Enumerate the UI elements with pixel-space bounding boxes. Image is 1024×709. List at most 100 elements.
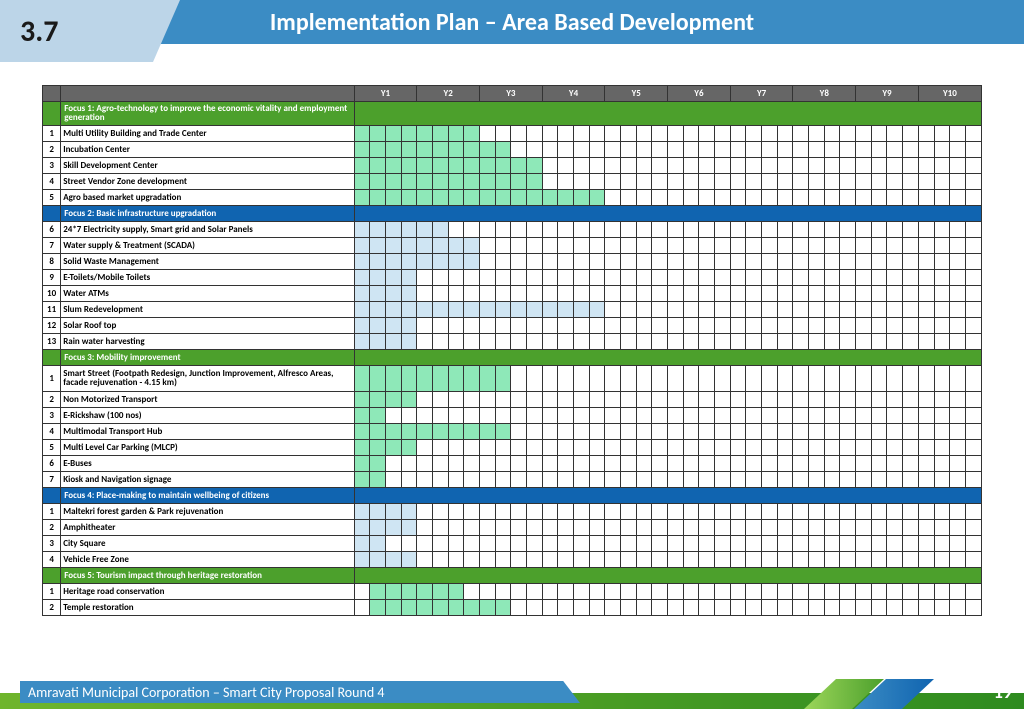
gantt-cell [652, 285, 668, 301]
gantt-cell [464, 439, 480, 455]
gantt-cell [495, 599, 511, 615]
gantt-cell [918, 173, 934, 189]
gantt-cell [934, 237, 950, 253]
gantt-cell [433, 599, 449, 615]
gantt-cell [965, 221, 981, 237]
gantt-cell [809, 317, 825, 333]
gantt-cell [589, 221, 605, 237]
gantt-cell [746, 141, 762, 157]
gantt-cell [652, 583, 668, 599]
gantt-cell [840, 173, 856, 189]
gantt-cell [652, 221, 668, 237]
gantt-cell [574, 455, 590, 471]
gantt-cell [950, 221, 966, 237]
gantt-cell [433, 189, 449, 205]
gantt-cell [762, 189, 778, 205]
task-row: 624*7 Electricity supply, Smart grid and… [43, 221, 982, 237]
gantt-cell [417, 173, 433, 189]
gantt-cell [385, 317, 401, 333]
gantt-cell [558, 503, 574, 519]
gantt-cell [589, 237, 605, 253]
gantt-cell [495, 173, 511, 189]
gantt-cell [824, 391, 840, 407]
gantt-cell [605, 237, 621, 253]
gantt-cell [527, 189, 543, 205]
gantt-cell [417, 141, 433, 157]
task-number: 7 [43, 471, 61, 487]
task-row: 4Vehicle Free Zone [43, 551, 982, 567]
gantt-cell [762, 221, 778, 237]
gantt-cell [856, 551, 872, 567]
gantt-cell [950, 301, 966, 317]
task-row: 1Maltekri forest garden & Park rejuvenat… [43, 503, 982, 519]
gantt-cell [636, 535, 652, 551]
gantt-cell [777, 455, 793, 471]
gantt-cell [840, 439, 856, 455]
gantt-cell [683, 221, 699, 237]
gantt-cell [965, 285, 981, 301]
gantt-cell [401, 173, 417, 189]
task-row: 6E-Buses [43, 455, 982, 471]
gantt-cell [370, 439, 386, 455]
gantt-cell [856, 221, 872, 237]
gantt-cell [824, 471, 840, 487]
gantt-cell [542, 125, 558, 141]
gantt-cell [558, 519, 574, 535]
gantt-cell [401, 471, 417, 487]
gantt-cell [495, 141, 511, 157]
gantt-cell [887, 301, 903, 317]
gantt-cell [636, 503, 652, 519]
gantt-cell [589, 519, 605, 535]
gantt-cell [965, 519, 981, 535]
gantt-cell [793, 471, 809, 487]
gantt-cell [809, 365, 825, 391]
gantt-cell [950, 439, 966, 455]
gantt-cell [448, 535, 464, 551]
gantt-cell [574, 189, 590, 205]
gantt-cell [385, 269, 401, 285]
gantt-cell [370, 125, 386, 141]
gantt-cell [589, 535, 605, 551]
gantt-cell [480, 407, 496, 423]
gantt-cell [480, 583, 496, 599]
gantt-cell [668, 317, 684, 333]
gantt-cell [668, 269, 684, 285]
gantt-cell [730, 535, 746, 551]
gantt-cell [746, 503, 762, 519]
gantt-cell [965, 503, 981, 519]
gantt-cell [887, 365, 903, 391]
gantt-cell [417, 471, 433, 487]
gantt-cell [793, 503, 809, 519]
gantt-cell [527, 333, 543, 349]
gantt-cell [762, 439, 778, 455]
gantt-cell [621, 439, 637, 455]
gantt-cell [934, 285, 950, 301]
gantt-cell [793, 455, 809, 471]
gantt-cell [464, 157, 480, 173]
gantt-cell [793, 237, 809, 253]
gantt-cell [903, 407, 919, 423]
gantt-cell [809, 423, 825, 439]
gantt-cell [746, 333, 762, 349]
gantt-cell [621, 391, 637, 407]
gantt-cell [636, 455, 652, 471]
gantt-cell [903, 599, 919, 615]
gantt-cell [746, 407, 762, 423]
gantt-cell [558, 333, 574, 349]
gantt-cell [464, 423, 480, 439]
task-row: 5Multi Level Car Parking (MLCP) [43, 439, 982, 455]
gantt-cell [730, 407, 746, 423]
gantt-cell [699, 221, 715, 237]
gantt-cell [715, 391, 731, 407]
gantt-cell [511, 157, 527, 173]
gantt-cell [840, 423, 856, 439]
gantt-cell [903, 455, 919, 471]
gantt-cell [965, 535, 981, 551]
task-row: 11Slum Redevelopment [43, 301, 982, 317]
gantt-cell [495, 317, 511, 333]
gantt-cell [652, 269, 668, 285]
gantt-cell [762, 125, 778, 141]
gantt-cell [354, 551, 370, 567]
gantt-cell [354, 519, 370, 535]
gantt-cell [542, 173, 558, 189]
